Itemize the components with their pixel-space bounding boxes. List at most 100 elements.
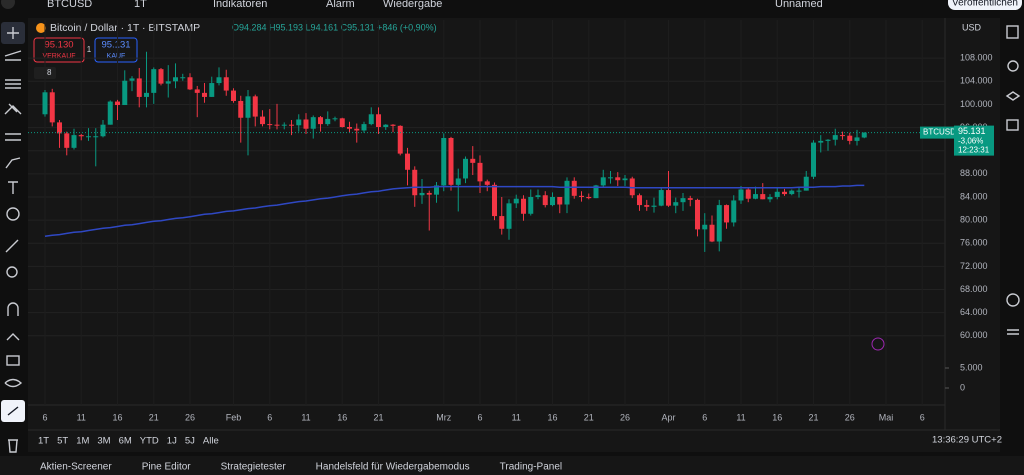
price-axis bbox=[945, 18, 1000, 430]
data-window[interactable] bbox=[1005, 91, 1021, 101]
target[interactable] bbox=[1006, 293, 1020, 307]
tool-brush[interactable] bbox=[5, 157, 21, 169]
tool-trendline[interactable] bbox=[4, 50, 22, 61]
candle-body bbox=[789, 190, 795, 195]
range-button[interactable]: 3M bbox=[97, 436, 110, 447]
tool-lock[interactable] bbox=[6, 355, 20, 366]
bottom-tab[interactable]: Trading-Panel bbox=[500, 462, 562, 473]
tool-link-icon[interactable] bbox=[7, 406, 19, 416]
buy-price[interactable]: 95.131 bbox=[101, 40, 130, 51]
candle-body bbox=[216, 77, 222, 84]
range-button[interactable]: 5T bbox=[57, 436, 68, 447]
x-tick-label: Mrz bbox=[436, 412, 451, 422]
x-tick-label: 11 bbox=[77, 412, 86, 422]
candle-body bbox=[550, 196, 555, 206]
x-tick-label: 21 bbox=[584, 412, 594, 422]
candle-body bbox=[709, 224, 715, 242]
interval[interactable]: 1T bbox=[134, 0, 147, 10]
candle-body bbox=[593, 185, 599, 199]
event-icon[interactable] bbox=[871, 337, 885, 351]
candle-body bbox=[579, 195, 584, 197]
candle-body bbox=[695, 199, 700, 230]
replay[interactable]: Wiedergabe bbox=[383, 0, 442, 10]
chat[interactable] bbox=[1006, 119, 1019, 131]
alerts[interactable] bbox=[1007, 60, 1019, 72]
candle-body bbox=[702, 224, 708, 230]
candle-body bbox=[209, 83, 215, 97]
candle-body bbox=[506, 203, 512, 229]
range-button[interactable]: 1M bbox=[76, 436, 89, 447]
range-button[interactable]: YTD bbox=[140, 436, 159, 447]
range-button[interactable]: 1T bbox=[38, 436, 49, 447]
tool-magnet[interactable] bbox=[7, 302, 19, 316]
alert[interactable]: Alarm bbox=[326, 0, 355, 10]
buy-label[interactable]: KAUF bbox=[107, 53, 126, 60]
x-tick-label: 16 bbox=[112, 412, 122, 422]
calendar[interactable] bbox=[1007, 329, 1019, 335]
tool-text[interactable] bbox=[8, 181, 18, 194]
y-tick-label: 68.000 bbox=[960, 284, 988, 294]
tool-zoom[interactable] bbox=[6, 266, 18, 278]
candle-body bbox=[796, 190, 802, 192]
x-tick-label: 26 bbox=[185, 412, 195, 422]
x-tick-label: 26 bbox=[620, 412, 630, 422]
tool-crosshair[interactable] bbox=[7, 27, 19, 39]
sell-price[interactable]: 95.130 bbox=[44, 40, 73, 51]
candle-body bbox=[455, 178, 461, 185]
tool-lock-draw[interactable] bbox=[6, 333, 20, 341]
candle-body bbox=[252, 96, 258, 117]
buy-button[interactable] bbox=[94, 37, 138, 63]
indicator-tick-label: 5.000 bbox=[960, 362, 983, 372]
y-tick-label: 60.000 bbox=[960, 330, 988, 340]
candle-body bbox=[49, 92, 55, 123]
candle-body bbox=[57, 122, 62, 134]
candle-body bbox=[426, 192, 432, 195]
candle-body bbox=[289, 124, 294, 126]
y-tick-label: 104.000 bbox=[960, 76, 993, 86]
bottom-tab[interactable]: Aktien-Screener bbox=[40, 462, 112, 473]
indicator-count[interactable]: 8 bbox=[47, 68, 52, 77]
watchlist[interactable] bbox=[1006, 25, 1019, 39]
price-tag bbox=[954, 125, 994, 156]
symbol-search[interactable]: BTCUSD bbox=[47, 0, 92, 10]
publish-label[interactable]: Veröffentlichen bbox=[952, 0, 1018, 9]
candle-body bbox=[318, 117, 323, 125]
candle-body bbox=[658, 190, 664, 206]
range-button[interactable]: 5J bbox=[185, 436, 195, 447]
price-tag-change: -3,06% bbox=[958, 137, 983, 146]
tool-fib[interactable] bbox=[5, 79, 21, 89]
sell-label[interactable]: VERKAUF bbox=[42, 53, 75, 60]
currency[interactable]: USD bbox=[962, 22, 982, 32]
candle-body bbox=[441, 137, 447, 186]
candle-body bbox=[260, 116, 265, 125]
bottom-tab[interactable]: Handelsfeld für Wiedergabemodus bbox=[316, 462, 470, 473]
candle-body bbox=[238, 100, 244, 118]
tool-emoji[interactable] bbox=[6, 207, 20, 221]
candle-body bbox=[651, 205, 657, 207]
bottom-tab[interactable]: Pine Editor bbox=[142, 462, 192, 473]
range-button[interactable]: Alle bbox=[203, 436, 219, 447]
candle-body bbox=[78, 135, 84, 137]
y-tick-label: 84.000 bbox=[960, 191, 988, 201]
candle-body bbox=[637, 195, 642, 206]
range-button[interactable]: 6M bbox=[119, 436, 132, 447]
publish-button[interactable] bbox=[948, 0, 1022, 10]
candle-body bbox=[521, 198, 526, 214]
candle-body bbox=[412, 169, 418, 196]
bottom-tab[interactable]: Strategietester bbox=[221, 462, 287, 473]
tool-pattern[interactable] bbox=[4, 103, 22, 115]
candle-body bbox=[93, 136, 99, 138]
candle-body bbox=[165, 81, 171, 84]
candle-body bbox=[397, 125, 403, 154]
layout-name[interactable]: Unnamed bbox=[775, 0, 823, 10]
tool-forecast[interactable] bbox=[5, 133, 21, 141]
indicators[interactable]: Indikatoren bbox=[213, 0, 267, 10]
candle-body bbox=[760, 194, 766, 200]
tool-ruler[interactable] bbox=[5, 239, 19, 253]
tool-delete[interactable] bbox=[8, 439, 18, 453]
range-button[interactable]: 1J bbox=[167, 436, 177, 447]
sell-button[interactable] bbox=[33, 37, 85, 63]
tool-visibility[interactable] bbox=[4, 378, 23, 388]
candle-body bbox=[716, 205, 722, 242]
